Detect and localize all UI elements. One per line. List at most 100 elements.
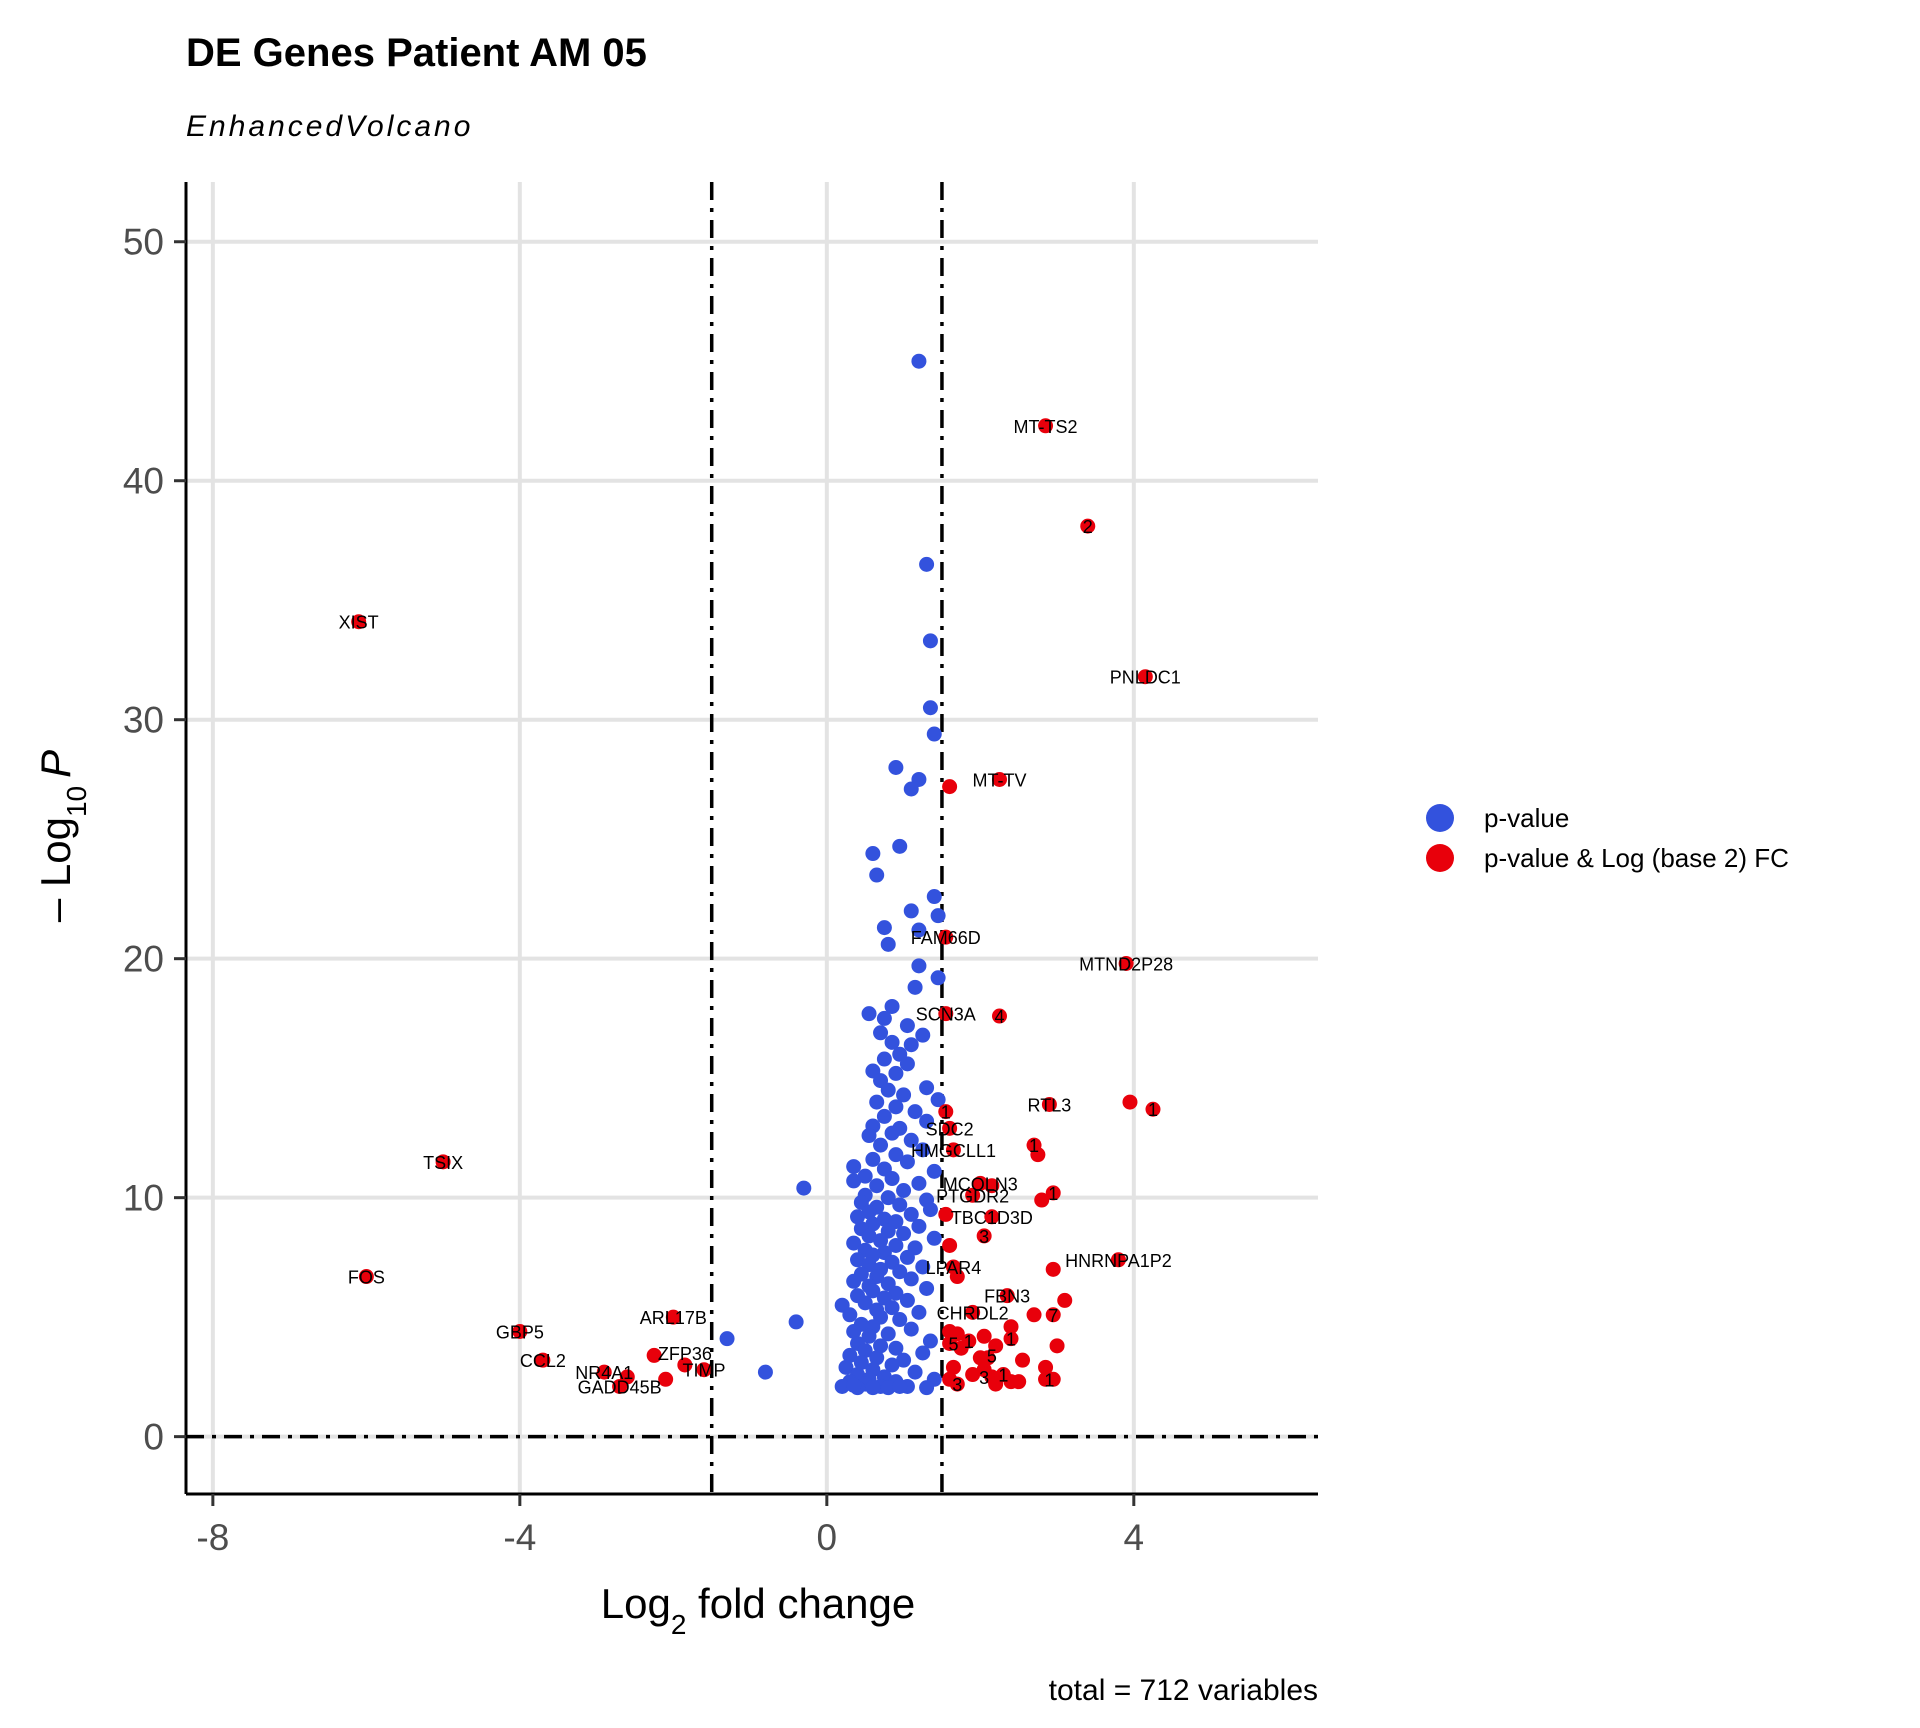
point-red-60 (596, 1364, 612, 1380)
point-red-34 (1057, 1292, 1073, 1308)
y-tick-label-3: 30 (123, 700, 164, 741)
gene-label-20: ARL17B (640, 1308, 707, 1328)
point-blue-56 (857, 1168, 873, 1184)
gene-label-26: NR4A1 (575, 1363, 633, 1383)
point-blue-61 (796, 1180, 812, 1196)
gene-label-23: ZFP36 (658, 1344, 712, 1364)
point-blue-89 (899, 1249, 915, 1265)
y-axis-title: – Log10 P (32, 750, 92, 922)
gene-label-7: SCN3A (916, 1005, 976, 1025)
point-blue-149 (865, 1380, 881, 1396)
point-blue-81 (926, 1230, 942, 1246)
point-blue-59 (911, 1175, 927, 1191)
point-blue-79 (896, 1226, 912, 1242)
point-red-3 (1137, 669, 1153, 685)
point-red-25 (984, 1209, 1000, 1225)
point-blue-41 (876, 1108, 892, 1124)
point-blue-154 (846, 1377, 862, 1393)
gene-label-12: TSIX (423, 1153, 463, 1173)
point-red-1 (1080, 518, 1096, 534)
point-blue-14 (876, 920, 892, 936)
point-red-6 (938, 929, 954, 945)
point-blue-129 (915, 1345, 931, 1361)
point-blue-64 (880, 1190, 896, 1206)
point-blue-153 (892, 1378, 908, 1394)
point-blue-10 (869, 867, 885, 883)
gene-label-30: 1 (1048, 1184, 1058, 1204)
point-blue-137 (757, 1364, 773, 1380)
point-blue-51 (865, 1151, 881, 1167)
point-blue-131 (869, 1350, 885, 1366)
gene-label-3: PNLDC1 (1110, 668, 1181, 688)
gene-label-15: TBC1D3D (951, 1208, 1033, 1228)
point-blue-130 (842, 1347, 858, 1363)
point-red-59 (696, 1362, 712, 1378)
point-blue-9 (892, 838, 908, 854)
point-blue-29 (876, 1051, 892, 1067)
point-blue-34 (919, 1080, 935, 1096)
gene-label-39: 3 (952, 1375, 962, 1395)
point-red-35 (965, 1304, 981, 1320)
point-blue-83 (846, 1235, 862, 1251)
point-blue-57 (884, 1171, 900, 1187)
y-axis-title-italic: P (32, 750, 79, 778)
y-axis-title-main: – Log (32, 817, 79, 922)
point-blue-133 (853, 1355, 869, 1371)
x-tick-label-1: -4 (503, 1517, 536, 1558)
chart-title: DE Genes Patient AM 05 (186, 31, 647, 75)
point-blue-104 (888, 1285, 904, 1301)
point-red-17 (1030, 1147, 1046, 1163)
point-red-7 (1118, 955, 1134, 971)
point-blue-40 (907, 1104, 923, 1120)
point-red-4 (992, 771, 1008, 787)
point-red-52 (980, 1350, 996, 1366)
point-blue-5 (888, 760, 904, 776)
point-red-44 (1003, 1331, 1019, 1347)
point-blue-23 (899, 1018, 915, 1034)
gene-label-18: FOS (348, 1268, 385, 1288)
x-tick-label-2: 0 (817, 1517, 838, 1558)
point-red-21 (1045, 1185, 1061, 1201)
point-red-43 (976, 1328, 992, 1344)
point-blue-37 (869, 1094, 885, 1110)
point-red-16 (945, 1142, 961, 1158)
point-red-67 (1045, 1371, 1061, 1387)
point-blue-98 (903, 1271, 919, 1287)
gene-label-4: MT-TV (973, 770, 1027, 790)
point-blue-62 (896, 1182, 912, 1198)
point-red-72 (612, 1378, 628, 1394)
gene-label-36: 1 (964, 1332, 974, 1352)
point-blue-69 (922, 1202, 938, 1218)
gene-label-6: MTND2P28 (1079, 954, 1173, 974)
point-blue-67 (892, 1197, 908, 1213)
point-blue-119 (903, 1321, 919, 1337)
point-blue-16 (880, 936, 896, 952)
point-blue-55 (926, 1163, 942, 1179)
point-red-0 (1038, 418, 1054, 434)
point-red-18 (435, 1154, 451, 1170)
point-red-14 (942, 1120, 958, 1136)
point-red-57 (1038, 1359, 1054, 1375)
point-blue-120 (846, 1323, 862, 1339)
point-blue-50 (888, 1147, 904, 1163)
point-blue-84 (888, 1237, 904, 1253)
y-tick-label-0: 0 (143, 1417, 164, 1458)
point-red-61 (965, 1367, 981, 1383)
point-blue-126 (873, 1338, 889, 1354)
point-blue-148 (834, 1378, 850, 1394)
x-axis-title-main: Log (601, 1580, 671, 1627)
point-blue-110 (884, 1300, 900, 1316)
point-blue-45 (884, 1125, 900, 1141)
point-blue-75 (865, 1216, 881, 1232)
point-blue-150 (880, 1380, 896, 1396)
point-blue-70 (861, 1204, 877, 1220)
point-blue-107 (899, 1292, 915, 1308)
gene-label-14: PTGDR2 (936, 1186, 1009, 1206)
gene-label-22: GBP5 (496, 1322, 544, 1342)
point-red-8 (938, 1006, 954, 1022)
gene-label-31: 1 (1148, 1100, 1158, 1120)
point-red-2 (351, 614, 367, 630)
point-blue-15 (911, 922, 927, 938)
